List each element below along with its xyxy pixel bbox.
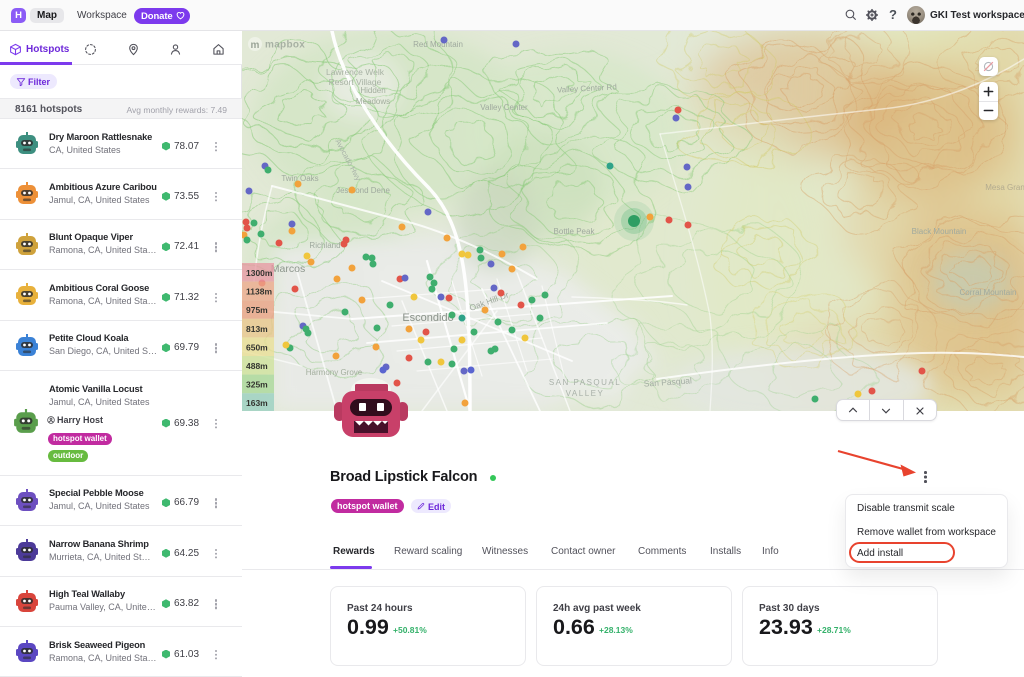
svg-text:650m: 650m — [246, 342, 268, 352]
svg-text:488m: 488m — [246, 361, 268, 371]
svg-text:Bottle Peak: Bottle Peak — [554, 227, 596, 236]
svg-text:325m: 325m — [246, 380, 268, 390]
svg-text:Black Mountain: Black Mountain — [912, 227, 967, 236]
svg-text:Hidden: Hidden — [360, 86, 385, 95]
svg-text:Richland: Richland — [309, 241, 340, 250]
svg-text:Valley Center Rd: Valley Center Rd — [557, 82, 617, 94]
svg-text:Corral Mountain: Corral Mountain — [960, 288, 1017, 297]
svg-text:Resort Village: Resort Village — [329, 77, 382, 87]
svg-text:SAN PASQUAL: SAN PASQUAL — [549, 378, 621, 387]
svg-text:Twin Oaks: Twin Oaks — [281, 174, 318, 183]
svg-text:Meadows: Meadows — [356, 97, 390, 106]
svg-text:Red Mountain: Red Mountain — [413, 40, 463, 49]
svg-text:Jesmond Dene: Jesmond Dene — [336, 186, 390, 195]
svg-text:VALLEY: VALLEY — [566, 389, 605, 398]
svg-text:Harmony Grove: Harmony Grove — [306, 368, 363, 377]
svg-text:1300m: 1300m — [246, 268, 273, 278]
svg-text:Marcos: Marcos — [271, 263, 305, 275]
svg-text:975m: 975m — [246, 305, 268, 315]
svg-text:1138m: 1138m — [246, 287, 272, 297]
svg-text:Lawrence Welk: Lawrence Welk — [326, 67, 385, 77]
svg-text:163m: 163m — [246, 398, 268, 408]
svg-text:mapbox: mapbox — [265, 40, 305, 51]
svg-text:Escondido: Escondido — [402, 312, 453, 324]
svg-text:Valley Center: Valley Center — [480, 103, 528, 112]
svg-text:San Pasqual: San Pasqual — [643, 375, 692, 388]
svg-text:Mesa Gran: Mesa Gran — [985, 183, 1024, 192]
svg-text:813m: 813m — [246, 324, 268, 334]
svg-text:m: m — [251, 40, 260, 51]
